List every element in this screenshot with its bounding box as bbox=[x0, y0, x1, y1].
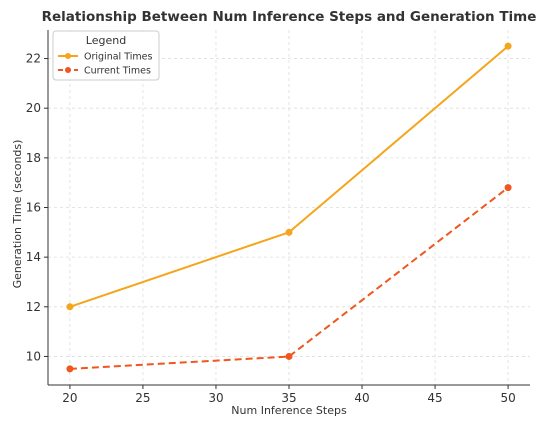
x-axis-ticks: 20 25 30 35 40 45 50 bbox=[62, 385, 516, 405]
x-tick-label: 45 bbox=[427, 391, 442, 405]
series-original-times bbox=[66, 42, 512, 311]
y-axis-label: Generation Time (seconds) bbox=[11, 140, 24, 289]
y-tick-label: 20 bbox=[26, 101, 41, 115]
y-tick-label: 18 bbox=[26, 151, 41, 165]
data-point bbox=[66, 365, 74, 373]
series-group bbox=[66, 42, 512, 373]
x-tick-label: 50 bbox=[500, 391, 515, 405]
legend-label: Original Times bbox=[84, 52, 152, 63]
data-point bbox=[285, 352, 293, 360]
y-tick-label: 22 bbox=[26, 52, 41, 66]
x-tick-label: 40 bbox=[354, 391, 369, 405]
legend: Legend Original Times Current Times bbox=[52, 30, 160, 81]
legend-marker bbox=[65, 53, 71, 59]
legend-marker bbox=[65, 67, 71, 73]
legend-entry: Original Times bbox=[58, 52, 152, 63]
legend-box bbox=[52, 30, 160, 81]
grid bbox=[48, 30, 530, 385]
data-point bbox=[504, 184, 512, 192]
legend-entry: Current Times bbox=[58, 66, 151, 77]
series-current-times bbox=[66, 184, 512, 373]
data-point bbox=[285, 228, 293, 236]
data-point bbox=[66, 303, 74, 311]
x-tick-label: 20 bbox=[62, 391, 77, 405]
legend-entries: Original Times Current Times bbox=[58, 52, 152, 77]
chart-title: Relationship Between Num Inference Steps… bbox=[42, 9, 537, 25]
y-tick-label: 12 bbox=[26, 300, 41, 314]
x-tick-label: 30 bbox=[208, 391, 223, 405]
x-axis-label: Num Inference Steps bbox=[231, 404, 347, 417]
y-axis-ticks: 10 12 14 16 18 20 22 bbox=[26, 52, 48, 363]
y-tick-label: 14 bbox=[26, 250, 41, 264]
legend-label: Current Times bbox=[84, 66, 151, 77]
legend-title: Legend bbox=[86, 34, 126, 47]
y-tick-label: 16 bbox=[26, 201, 41, 215]
x-tick-label: 25 bbox=[135, 391, 150, 405]
y-tick-label: 10 bbox=[26, 349, 41, 363]
x-tick-label: 35 bbox=[281, 391, 296, 405]
data-point bbox=[504, 42, 512, 50]
